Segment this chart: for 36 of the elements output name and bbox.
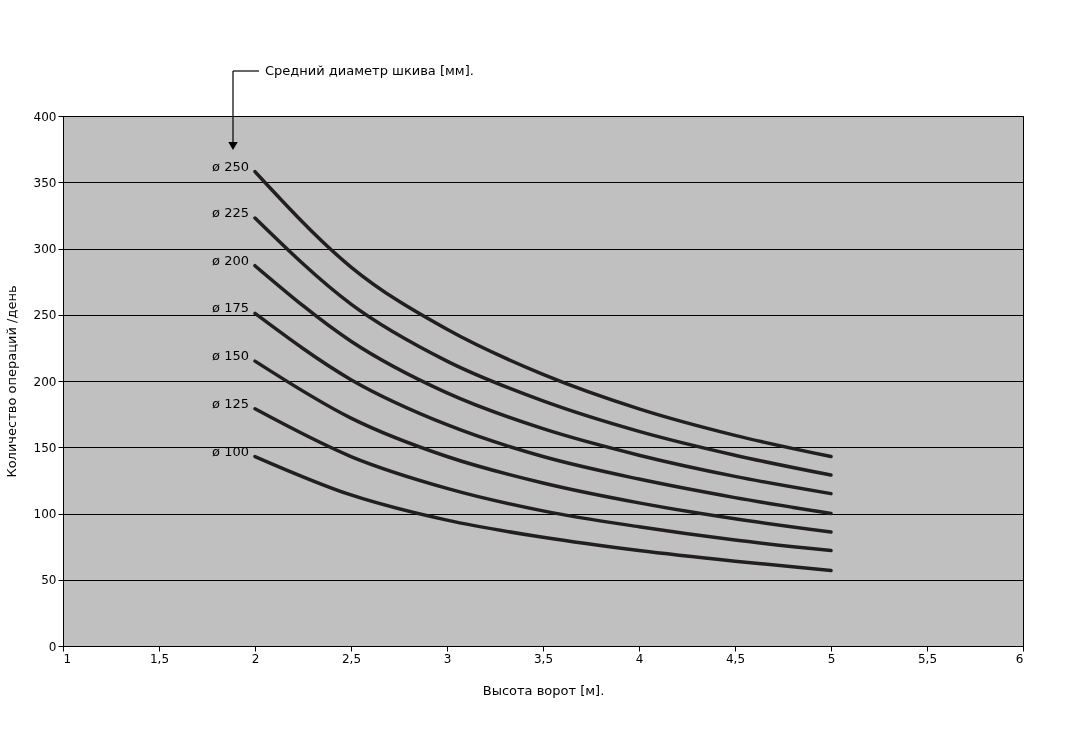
x-tick-label: 3 <box>443 651 452 666</box>
x-tick-label: 1 <box>63 651 72 666</box>
y-tick-label: 150 <box>33 440 57 455</box>
line-series <box>253 263 833 496</box>
line-series <box>253 169 833 459</box>
line-series <box>253 359 833 534</box>
y-tick-label: 100 <box>33 507 57 521</box>
line-series <box>253 311 833 516</box>
x-tick-label: 2,5 <box>341 651 362 666</box>
line-series <box>253 454 833 573</box>
x-tick-label: 6 <box>1015 651 1024 666</box>
series-label: ø 250 <box>212 158 249 174</box>
y-tick-label: 400 <box>33 109 57 124</box>
line-series <box>253 216 833 477</box>
x-tick-label: 5,5 <box>917 651 938 666</box>
line-series <box>253 407 833 553</box>
x-tick-label: 4 <box>635 651 644 666</box>
x-tick-label: 5 <box>827 651 836 666</box>
y-tick-label: 0 <box>48 639 57 654</box>
series-label: ø 200 <box>212 252 249 268</box>
y-tick-label: 350 <box>33 175 57 190</box>
y-axis-title: Количество операций /день <box>3 285 19 478</box>
y-tick-label: 50 <box>41 573 57 588</box>
x-tick-label: 3,5 <box>533 651 554 666</box>
y-tick-label: 200 <box>33 374 57 389</box>
series-label: ø 150 <box>212 348 249 364</box>
y-tick-label: 300 <box>33 242 57 256</box>
x-tick-label: 2 <box>251 651 260 666</box>
series-label: ø 175 <box>212 300 249 316</box>
series-label: ø 125 <box>212 395 249 411</box>
series-label: ø 225 <box>212 205 249 221</box>
text: Средний диаметр шкива [мм]. <box>265 63 474 78</box>
x-axis-title: Высота ворот [м]. <box>482 682 605 698</box>
x-tick-label: 4,5 <box>725 651 746 666</box>
x-tick-label: 1,5 <box>149 651 170 666</box>
y-tick-label: 250 <box>33 308 57 323</box>
